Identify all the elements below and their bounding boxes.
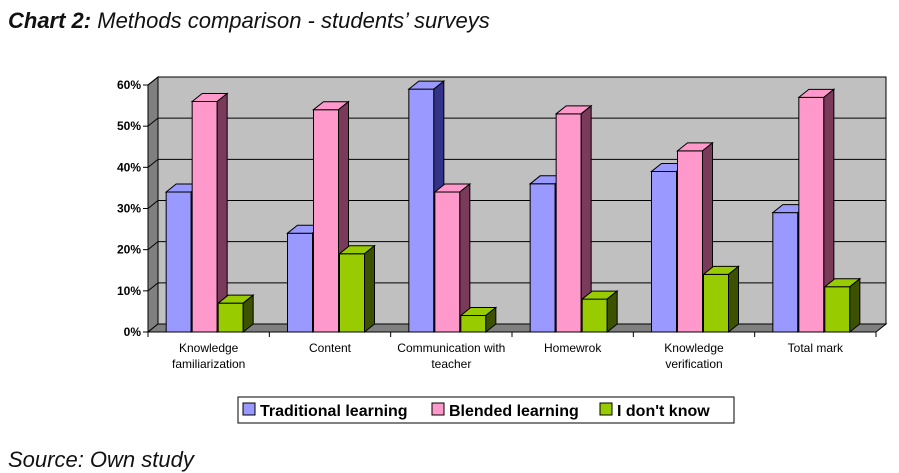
y-gridline: [147, 158, 886, 168]
bar-side: [216, 92, 228, 334]
y-tick-label: 10%: [117, 284, 141, 298]
bar-front: [408, 88, 435, 333]
bar-side: [606, 290, 618, 334]
bar-side: [242, 294, 254, 334]
bar-front: [313, 109, 339, 333]
x-tick-label: Communication with: [397, 341, 505, 355]
x-tick-label: familiarization: [172, 357, 245, 371]
bar-front: [824, 286, 851, 333]
bar-front: [191, 100, 218, 333]
legend-label: Traditional learning: [260, 403, 408, 420]
bar-side: [728, 265, 739, 334]
x-tick-label: Homewrok: [544, 341, 602, 355]
bar-front: [677, 150, 703, 333]
legend-swatch: [599, 402, 613, 416]
bar-front: [287, 232, 313, 333]
bar-side: [485, 306, 497, 334]
y-gridline: [147, 200, 886, 209]
chart-caption: Chart 2: Methods comparison - students’ …: [8, 8, 490, 34]
bar-side: [364, 244, 375, 334]
bar-front: [772, 212, 799, 333]
caption-text: Methods comparison - students’ surveys: [91, 8, 490, 33]
bar-front: [165, 191, 192, 333]
y-gridline: [147, 117, 886, 127]
x-tick-label: Knowledge: [664, 341, 724, 355]
bar-side: [849, 277, 861, 334]
bar-front: [555, 113, 582, 333]
y-tick-label: 50%: [117, 119, 141, 133]
bar-front: [581, 298, 608, 333]
bar-front: [703, 273, 729, 333]
y-tick-label: 60%: [117, 78, 141, 92]
bar-front: [434, 191, 461, 333]
bar-front: [217, 302, 244, 333]
x-tick-label: teacher: [431, 357, 471, 371]
bar-front: [460, 315, 487, 333]
bar-front: [529, 183, 556, 333]
legend-swatch: [431, 402, 445, 416]
y-tick-label: 20%: [117, 243, 141, 257]
caption-label: Chart 2:: [8, 8, 92, 33]
y-tick-label: 0%: [124, 325, 142, 339]
y-gridline: [147, 76, 886, 86]
y-gridline: [147, 282, 886, 292]
bar-front: [339, 253, 365, 333]
x-tick-label: verification: [665, 357, 722, 371]
y-tick-label: 30%: [117, 202, 141, 216]
legend-label: I don't know: [617, 403, 710, 420]
x-tick-label: Total mark: [788, 341, 844, 355]
y-tick-label: 40%: [117, 160, 141, 174]
legend-label: Blended learning: [449, 403, 579, 420]
x-tick-label: Knowledge: [179, 341, 239, 355]
x-tick-label: Content: [309, 341, 352, 355]
y-gridline: [147, 241, 886, 251]
bar-front: [798, 96, 825, 333]
bar-front: [651, 170, 677, 333]
source-note: Source: Own study: [8, 447, 194, 472]
legend-box: [237, 396, 735, 424]
legend-swatch: [242, 402, 256, 416]
